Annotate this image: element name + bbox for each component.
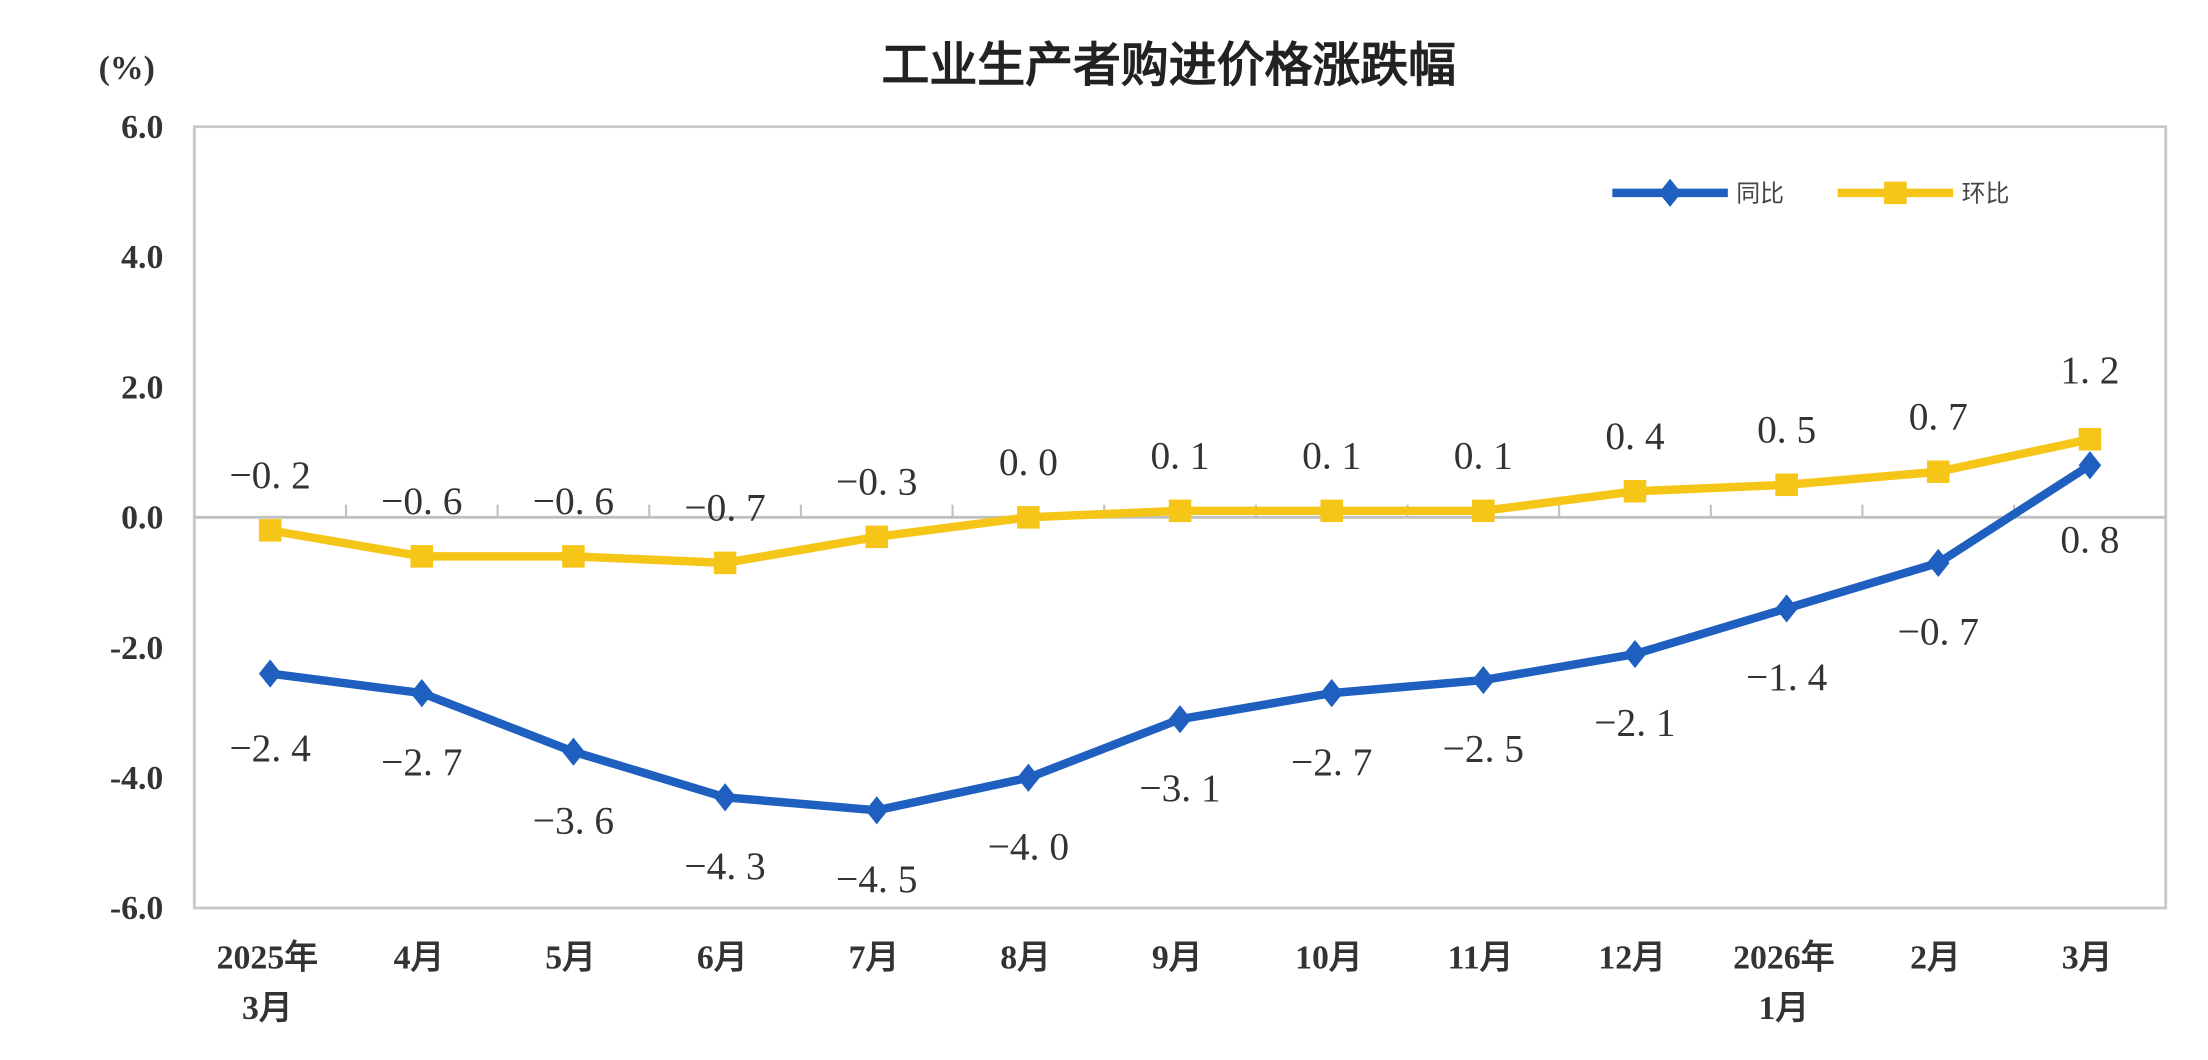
- y-tick-label: -4.0: [110, 760, 163, 797]
- data-point-diamond: [1168, 705, 1192, 734]
- x-tick-label: 1月: [1758, 990, 1809, 1027]
- data-point-square: [1472, 499, 1495, 523]
- y-tick-label: 6.0: [121, 109, 163, 146]
- data-label: 0. 0: [999, 440, 1058, 484]
- data-point-diamond: [1623, 639, 1647, 669]
- data-label: 0. 1: [1454, 434, 1513, 478]
- data-point-diamond: [865, 796, 889, 825]
- data-label: −0. 2: [229, 453, 310, 497]
- legend-label: 环比: [1962, 179, 2010, 207]
- data-label: 0. 1: [1150, 434, 1209, 478]
- data-label: −3. 1: [1139, 766, 1220, 810]
- data-label: −0. 6: [381, 479, 462, 523]
- x-tick-label: 9月: [1152, 940, 1203, 977]
- data-point-diamond: [2078, 451, 2102, 480]
- data-point-square: [1775, 473, 1798, 497]
- data-point-square: [1927, 460, 1950, 484]
- data-label: −4. 3: [684, 844, 765, 888]
- x-tick-label: 2025年: [217, 939, 318, 977]
- data-point-square: [1168, 499, 1192, 523]
- x-tick-label: 5月: [545, 940, 596, 977]
- data-label: −0. 6: [533, 479, 614, 523]
- data-point-diamond: [410, 679, 434, 708]
- data-point-square: [865, 525, 889, 549]
- x-tick-label: 2月: [1910, 940, 1961, 977]
- y-tick-label: 2.0: [121, 369, 163, 406]
- data-point-square: [1017, 506, 1040, 529]
- data-point-diamond: [258, 659, 282, 688]
- y-axis-unit: (%): [99, 50, 155, 87]
- x-tick-label: 11月: [1448, 940, 1514, 977]
- data-label: −0. 7: [684, 486, 765, 530]
- data-label: 0. 8: [2060, 518, 2119, 562]
- x-tick-label: 7月: [849, 940, 900, 977]
- data-point-square: [713, 551, 737, 575]
- data-point-diamond: [1775, 594, 1798, 623]
- x-tick-label: 4月: [394, 940, 445, 977]
- data-point-diamond: [1017, 763, 1040, 792]
- data-point-square: [1320, 499, 1343, 523]
- y-tick-label: -6.0: [110, 890, 163, 927]
- chart-title: 工业生产者购进价格涨跌幅: [882, 39, 1456, 94]
- data-label: −1. 4: [1746, 655, 1828, 699]
- x-tick-label: 6月: [697, 940, 748, 977]
- data-label: −0. 3: [836, 460, 917, 504]
- data-point-square: [410, 545, 434, 568]
- data-label: −2. 5: [1443, 727, 1524, 771]
- data-point-square: [2078, 427, 2102, 451]
- data-label: −2. 7: [381, 740, 462, 784]
- y-tick-label: 4.0: [121, 239, 163, 276]
- data-point-diamond: [713, 783, 737, 812]
- data-label: −4. 0: [988, 824, 1069, 868]
- data-point-square: [258, 519, 282, 542]
- data-label: −4. 5: [836, 857, 917, 901]
- legend-label: 同比: [1736, 179, 1784, 207]
- data-point-square: [1623, 480, 1647, 503]
- x-tick-label: 10月: [1295, 940, 1363, 977]
- x-tick-label: 3月: [2062, 940, 2113, 977]
- data-point-diamond: [1320, 679, 1343, 708]
- data-label: 0. 5: [1757, 408, 1816, 452]
- data-point-diamond: [1927, 548, 1950, 577]
- data-label: −2. 1: [1594, 701, 1675, 745]
- data-point-square: [562, 545, 585, 568]
- y-tick-label: -2.0: [110, 630, 163, 667]
- data-point-diamond: [562, 737, 585, 766]
- x-tick-label: 3月: [242, 990, 293, 1027]
- data-label: 0. 4: [1605, 414, 1664, 458]
- data-label: −2. 7: [1291, 740, 1372, 784]
- data-label: 1. 2: [2060, 348, 2119, 392]
- x-tick-label: 2026年: [1733, 939, 1834, 977]
- data-label: −3. 6: [533, 798, 614, 842]
- legend-marker-square: [1884, 181, 1907, 205]
- x-tick-label: 8月: [1000, 940, 1051, 977]
- data-label: −2. 4: [229, 726, 311, 770]
- data-label: 0. 1: [1302, 434, 1361, 478]
- data-point-diamond: [1472, 666, 1495, 695]
- legend-marker-diamond: [1658, 178, 1682, 207]
- x-tick-label: 12月: [1598, 940, 1666, 977]
- data-label: −0. 7: [1898, 610, 1979, 654]
- data-label: 0. 7: [1909, 395, 1968, 439]
- y-tick-label: 0.0: [121, 500, 163, 537]
